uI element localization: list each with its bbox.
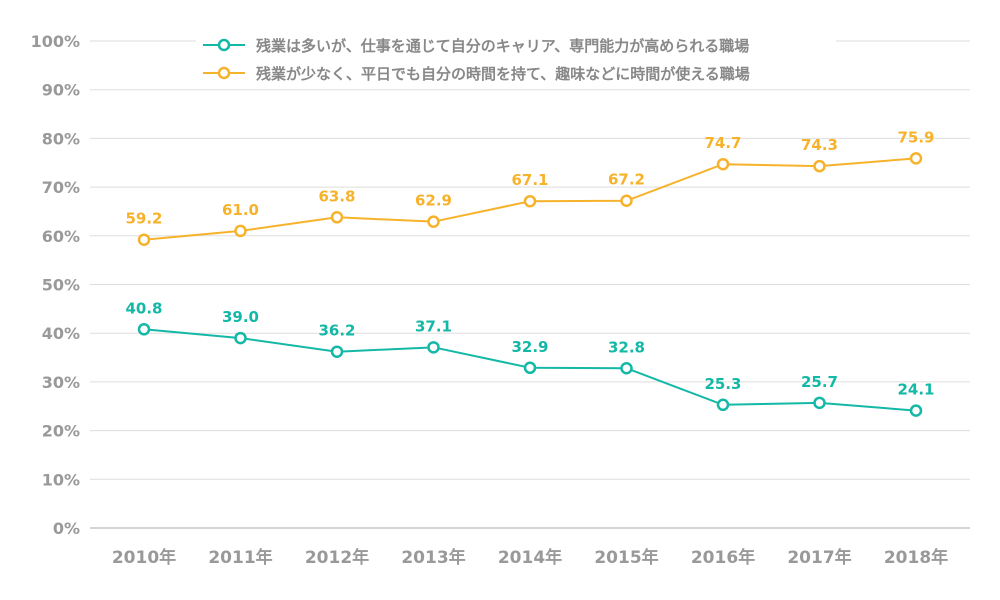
data-label: 59.2 — [125, 210, 162, 228]
data-point — [234, 224, 247, 238]
y-tick-label: 90% — [42, 81, 80, 100]
data-point — [620, 362, 633, 375]
x-tick-label: 2018年 — [884, 547, 948, 568]
data-label: 25.3 — [704, 375, 741, 393]
legend-label: 残業は多いが、仕事を通じて自分のキャリア、専門能力が高められる職場 — [256, 37, 749, 55]
legend-marker — [217, 38, 231, 52]
y-tick-label: 10% — [42, 470, 80, 489]
data-point — [330, 345, 344, 358]
y-tick-label: 60% — [42, 227, 80, 246]
data-label: 32.8 — [608, 338, 645, 356]
data-point — [909, 404, 923, 417]
y-tick-label: 80% — [42, 129, 80, 148]
data-label: 32.9 — [511, 338, 548, 356]
y-tick-label: 70% — [42, 178, 80, 197]
data-label: 67.2 — [608, 171, 645, 189]
x-axis: 2010年 2011年 2012年 2013年 2014年 2015年 2016年 2017年… — [112, 547, 948, 568]
data-label: 62.9 — [415, 192, 452, 210]
y-tick-label: 30% — [42, 373, 80, 392]
data-label: 25.7 — [801, 373, 838, 391]
legend: 残業は多いが、仕事を通じて自分のキャリア、専門能力が高められる職場残業が少なく、… — [196, 35, 836, 85]
data-point — [137, 233, 151, 246]
y-tick-label: 20% — [42, 422, 80, 441]
data-label: 74.3 — [801, 136, 838, 154]
data-label: 40.8 — [125, 299, 162, 317]
x-tick-label: 2012年 — [305, 547, 369, 568]
data-point — [330, 211, 344, 224]
gridlines — [90, 40, 970, 529]
legend-background — [196, 35, 836, 57]
x-tick-label: 2016年 — [691, 547, 755, 568]
y-tick-label: 40% — [42, 324, 80, 343]
data-label: 36.2 — [318, 322, 355, 340]
data-label: 67.1 — [511, 171, 548, 189]
series-group: 40.8 39.0 36.2 37.1 32.9 32.8 25.3 25.7 24.1 59.2… — [125, 128, 935, 417]
data-label: 37.1 — [415, 317, 452, 335]
data-point — [427, 215, 440, 228]
series-0: 40.8 39.0 36.2 37.1 32.9 32.8 25.3 25.7 24.1 — [125, 299, 935, 417]
data-point — [620, 194, 633, 207]
y-tick-label: 0% — [53, 519, 80, 538]
x-tick-label: 2011年 — [208, 547, 272, 568]
data-label: 63.8 — [318, 187, 355, 205]
data-label: 75.9 — [897, 128, 934, 146]
data-point — [523, 194, 537, 208]
x-tick-label: 2015年 — [594, 547, 658, 568]
data-point — [137, 323, 151, 336]
data-label: 74.7 — [704, 134, 741, 152]
data-point — [813, 159, 826, 173]
x-tick-label: 2014年 — [498, 547, 562, 568]
y-tick-label: 100% — [31, 32, 80, 51]
legend-background — [196, 63, 836, 85]
data-point — [813, 396, 826, 410]
data-label: 39.0 — [222, 308, 259, 326]
series-1: 59.2 61.0 63.8 62.9 67.1 67.2 74.7 74.3 75.9 — [125, 128, 935, 246]
data-point — [716, 398, 730, 412]
x-tick-label: 2017年 — [787, 547, 851, 568]
x-tick-label: 2010年 — [112, 547, 176, 568]
data-point — [427, 341, 440, 354]
y-axis: 0% 10% 20% 30% 40% 50% 60% 70% 80% 90% 100% — [31, 32, 80, 538]
data-label: 61.0 — [222, 201, 259, 219]
data-label: 24.1 — [897, 381, 934, 399]
data-point — [909, 152, 923, 165]
data-point — [234, 331, 247, 345]
data-point — [523, 361, 537, 375]
y-tick-label: 50% — [42, 276, 80, 295]
data-point — [716, 157, 730, 171]
legend-marker — [217, 66, 231, 80]
legend-label: 残業が少なく、平日でも自分の時間を持て、趣味などに時間が使える職場 — [256, 65, 750, 83]
x-tick-label: 2013年 — [401, 547, 465, 568]
